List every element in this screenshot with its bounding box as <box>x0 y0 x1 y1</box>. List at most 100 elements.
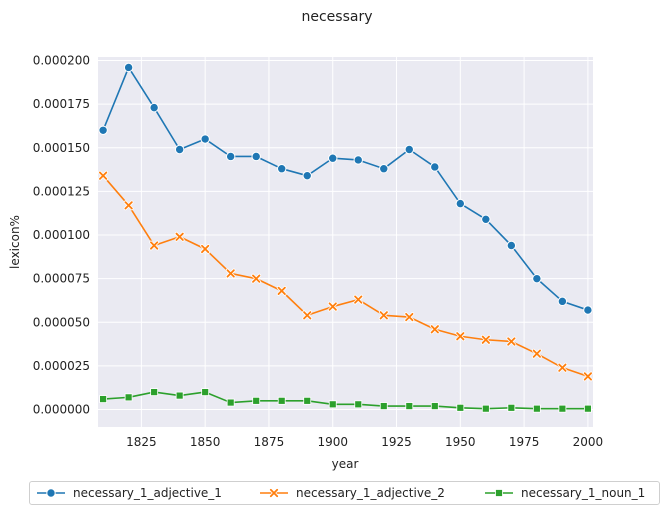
data-point <box>174 144 185 155</box>
data-point <box>225 151 236 162</box>
chart: necessary 1825 1850 1875 1900 1925 1950 1975 20… <box>8 9 603 471</box>
x-tick-label: 1925 <box>381 435 412 449</box>
data-point <box>328 400 337 409</box>
data-point <box>557 362 568 373</box>
data-point <box>379 402 388 410</box>
legend-item: necessary_1_adjective_1 <box>36 482 222 504</box>
y-tick-label: 0.000100 <box>33 228 90 242</box>
legend-marker <box>269 488 279 498</box>
data-point <box>149 240 160 251</box>
data-point <box>455 331 466 342</box>
legend-marker <box>495 489 503 497</box>
data-point <box>175 391 184 400</box>
data-point <box>276 285 287 296</box>
legend-label: necessary_1_adjective_2 <box>296 486 445 500</box>
series-necessary_1_adjective_2 <box>98 170 593 382</box>
data-point <box>327 301 338 312</box>
data-point <box>378 310 389 321</box>
data-point <box>531 348 542 359</box>
data-point <box>353 294 364 305</box>
data-point <box>404 144 414 155</box>
data-point <box>150 388 159 396</box>
data-point <box>277 163 287 174</box>
y-tick-label: 0.000150 <box>33 141 90 155</box>
data-point <box>430 402 439 410</box>
data-point <box>98 170 109 181</box>
data-point <box>226 398 235 407</box>
data-point <box>480 334 491 345</box>
legend-swatch <box>485 489 513 497</box>
data-point <box>252 396 261 405</box>
data-point <box>455 198 466 209</box>
x-tick-label: 1950 <box>445 435 476 449</box>
plot-area <box>98 57 593 427</box>
data-point <box>506 240 517 251</box>
data-point <box>354 400 363 409</box>
data-point <box>328 153 338 163</box>
data-point <box>174 231 185 242</box>
data-point <box>302 170 312 181</box>
data-point <box>99 395 108 403</box>
axis-ticks: 1825 1850 1875 1900 1925 1950 1975 2000 0.000000… <box>33 53 603 449</box>
data-point <box>200 134 210 144</box>
y-axis-label: lexicon% <box>8 215 22 269</box>
legend-swatch <box>260 488 288 498</box>
data-point <box>124 393 133 402</box>
data-point <box>251 151 261 162</box>
legend-label: necessary_1_noun_1 <box>521 486 646 500</box>
legend-marker <box>46 488 56 498</box>
data-point <box>251 273 262 284</box>
chart-title: necessary <box>301 9 372 25</box>
x-tick-label: 1825 <box>126 435 157 449</box>
x-tick-label: 1975 <box>509 435 540 449</box>
data-point <box>353 155 363 165</box>
data-point <box>225 268 236 279</box>
data-point <box>430 162 440 172</box>
data-point <box>532 404 541 413</box>
data-point <box>302 310 313 321</box>
y-tick-label: 0.000025 <box>33 359 90 373</box>
data-point <box>98 125 108 136</box>
y-tick-label: 0.000175 <box>33 97 90 111</box>
x-axis-label: year <box>332 457 359 471</box>
data-point <box>507 403 516 412</box>
series-layer <box>98 62 593 413</box>
series-necessary_1_adjective_1 <box>98 62 593 315</box>
grid <box>98 57 593 427</box>
legend: necessary_1_adjective_1 necessary_1_adjec… <box>29 481 660 505</box>
data-point <box>379 163 389 174</box>
data-point <box>405 402 414 410</box>
data-point <box>481 404 490 413</box>
data-point <box>532 273 542 284</box>
y-tick-label: 0.000200 <box>33 53 90 67</box>
data-point <box>429 324 440 335</box>
data-point <box>201 388 210 396</box>
y-tick-label: 0.000075 <box>33 272 90 286</box>
legend-swatch <box>37 488 65 498</box>
data-point <box>277 396 286 405</box>
data-point <box>404 312 415 322</box>
x-tick-label: 1900 <box>317 435 348 449</box>
data-point <box>557 296 568 307</box>
legend-label: necessary_1_adjective_1 <box>73 486 222 500</box>
data-point <box>149 102 159 113</box>
data-point <box>582 371 593 382</box>
data-point <box>583 305 593 315</box>
data-point <box>506 336 517 347</box>
x-tick-label: 1875 <box>254 435 285 449</box>
legend-item: necessary_1_adjective_2 <box>259 482 445 504</box>
x-tick-label: 1850 <box>190 435 221 449</box>
data-point <box>481 214 491 225</box>
y-tick-label: 0.000000 <box>33 403 90 417</box>
series-line <box>103 391 588 410</box>
legend-item: necessary_1_noun_1 <box>484 482 645 504</box>
series-necessary_1_noun_1 <box>99 388 592 413</box>
x-tick-label: 2000 <box>573 435 604 449</box>
data-point <box>456 403 465 412</box>
data-point <box>558 404 567 413</box>
data-point <box>200 244 211 254</box>
data-point <box>123 62 134 73</box>
data-point <box>303 396 312 405</box>
y-tick-label: 0.000050 <box>33 315 90 329</box>
data-point <box>123 200 134 211</box>
